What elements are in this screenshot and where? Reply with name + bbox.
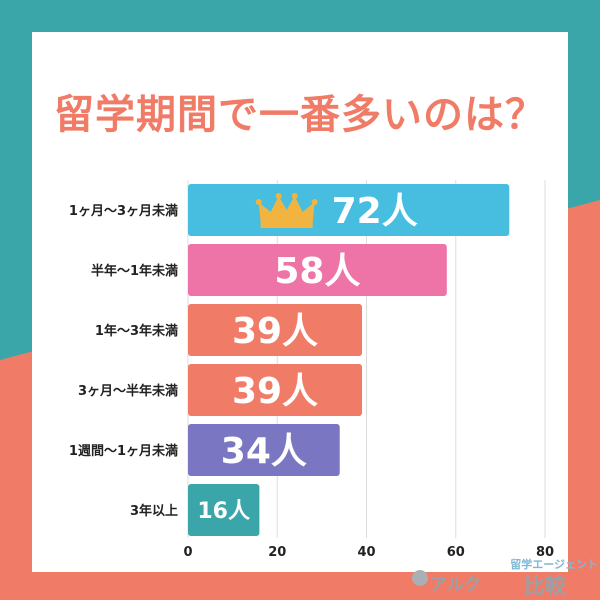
value-label: 58人 xyxy=(274,251,360,292)
value-label: 39人 xyxy=(232,371,318,412)
bar xyxy=(188,424,340,476)
x-tick-label: 80 xyxy=(536,545,554,560)
x-tick-label: 20 xyxy=(268,545,286,560)
x-tick-label: 40 xyxy=(357,545,375,560)
logo-subtitle: 留学エージェント xyxy=(510,558,598,571)
chart-card xyxy=(32,32,568,572)
brand-logo: 留学エージェント アルク 比較 xyxy=(412,556,600,600)
category-label: 3ヶ月～半年未満 xyxy=(78,383,178,399)
logo-compare: 比較 xyxy=(524,574,566,598)
category-label: 3年以上 xyxy=(130,503,178,519)
value-label: 72人 xyxy=(332,191,418,232)
category-label: 1週間～1ヶ月未満 xyxy=(69,443,178,459)
value-label: 34人 xyxy=(221,431,307,472)
bar xyxy=(188,304,363,356)
category-label: 1年～3年未満 xyxy=(95,323,178,339)
bar xyxy=(188,484,260,536)
category-label: 1ヶ月～3ヶ月未満 xyxy=(69,203,178,219)
crown-icon xyxy=(255,193,318,228)
logo-mark-icon xyxy=(412,570,428,586)
bar xyxy=(188,244,447,296)
category-label: 半年～1年未満 xyxy=(91,263,178,279)
bar xyxy=(188,364,363,416)
value-label: 39人 xyxy=(232,311,318,352)
x-tick-label: 0 xyxy=(183,545,192,560)
page-title: 留学期間で一番多いのは？ xyxy=(54,92,546,138)
value-label: 16人 xyxy=(197,499,250,524)
x-tick-label: 60 xyxy=(447,545,465,560)
logo-brand: アルク xyxy=(430,575,481,595)
